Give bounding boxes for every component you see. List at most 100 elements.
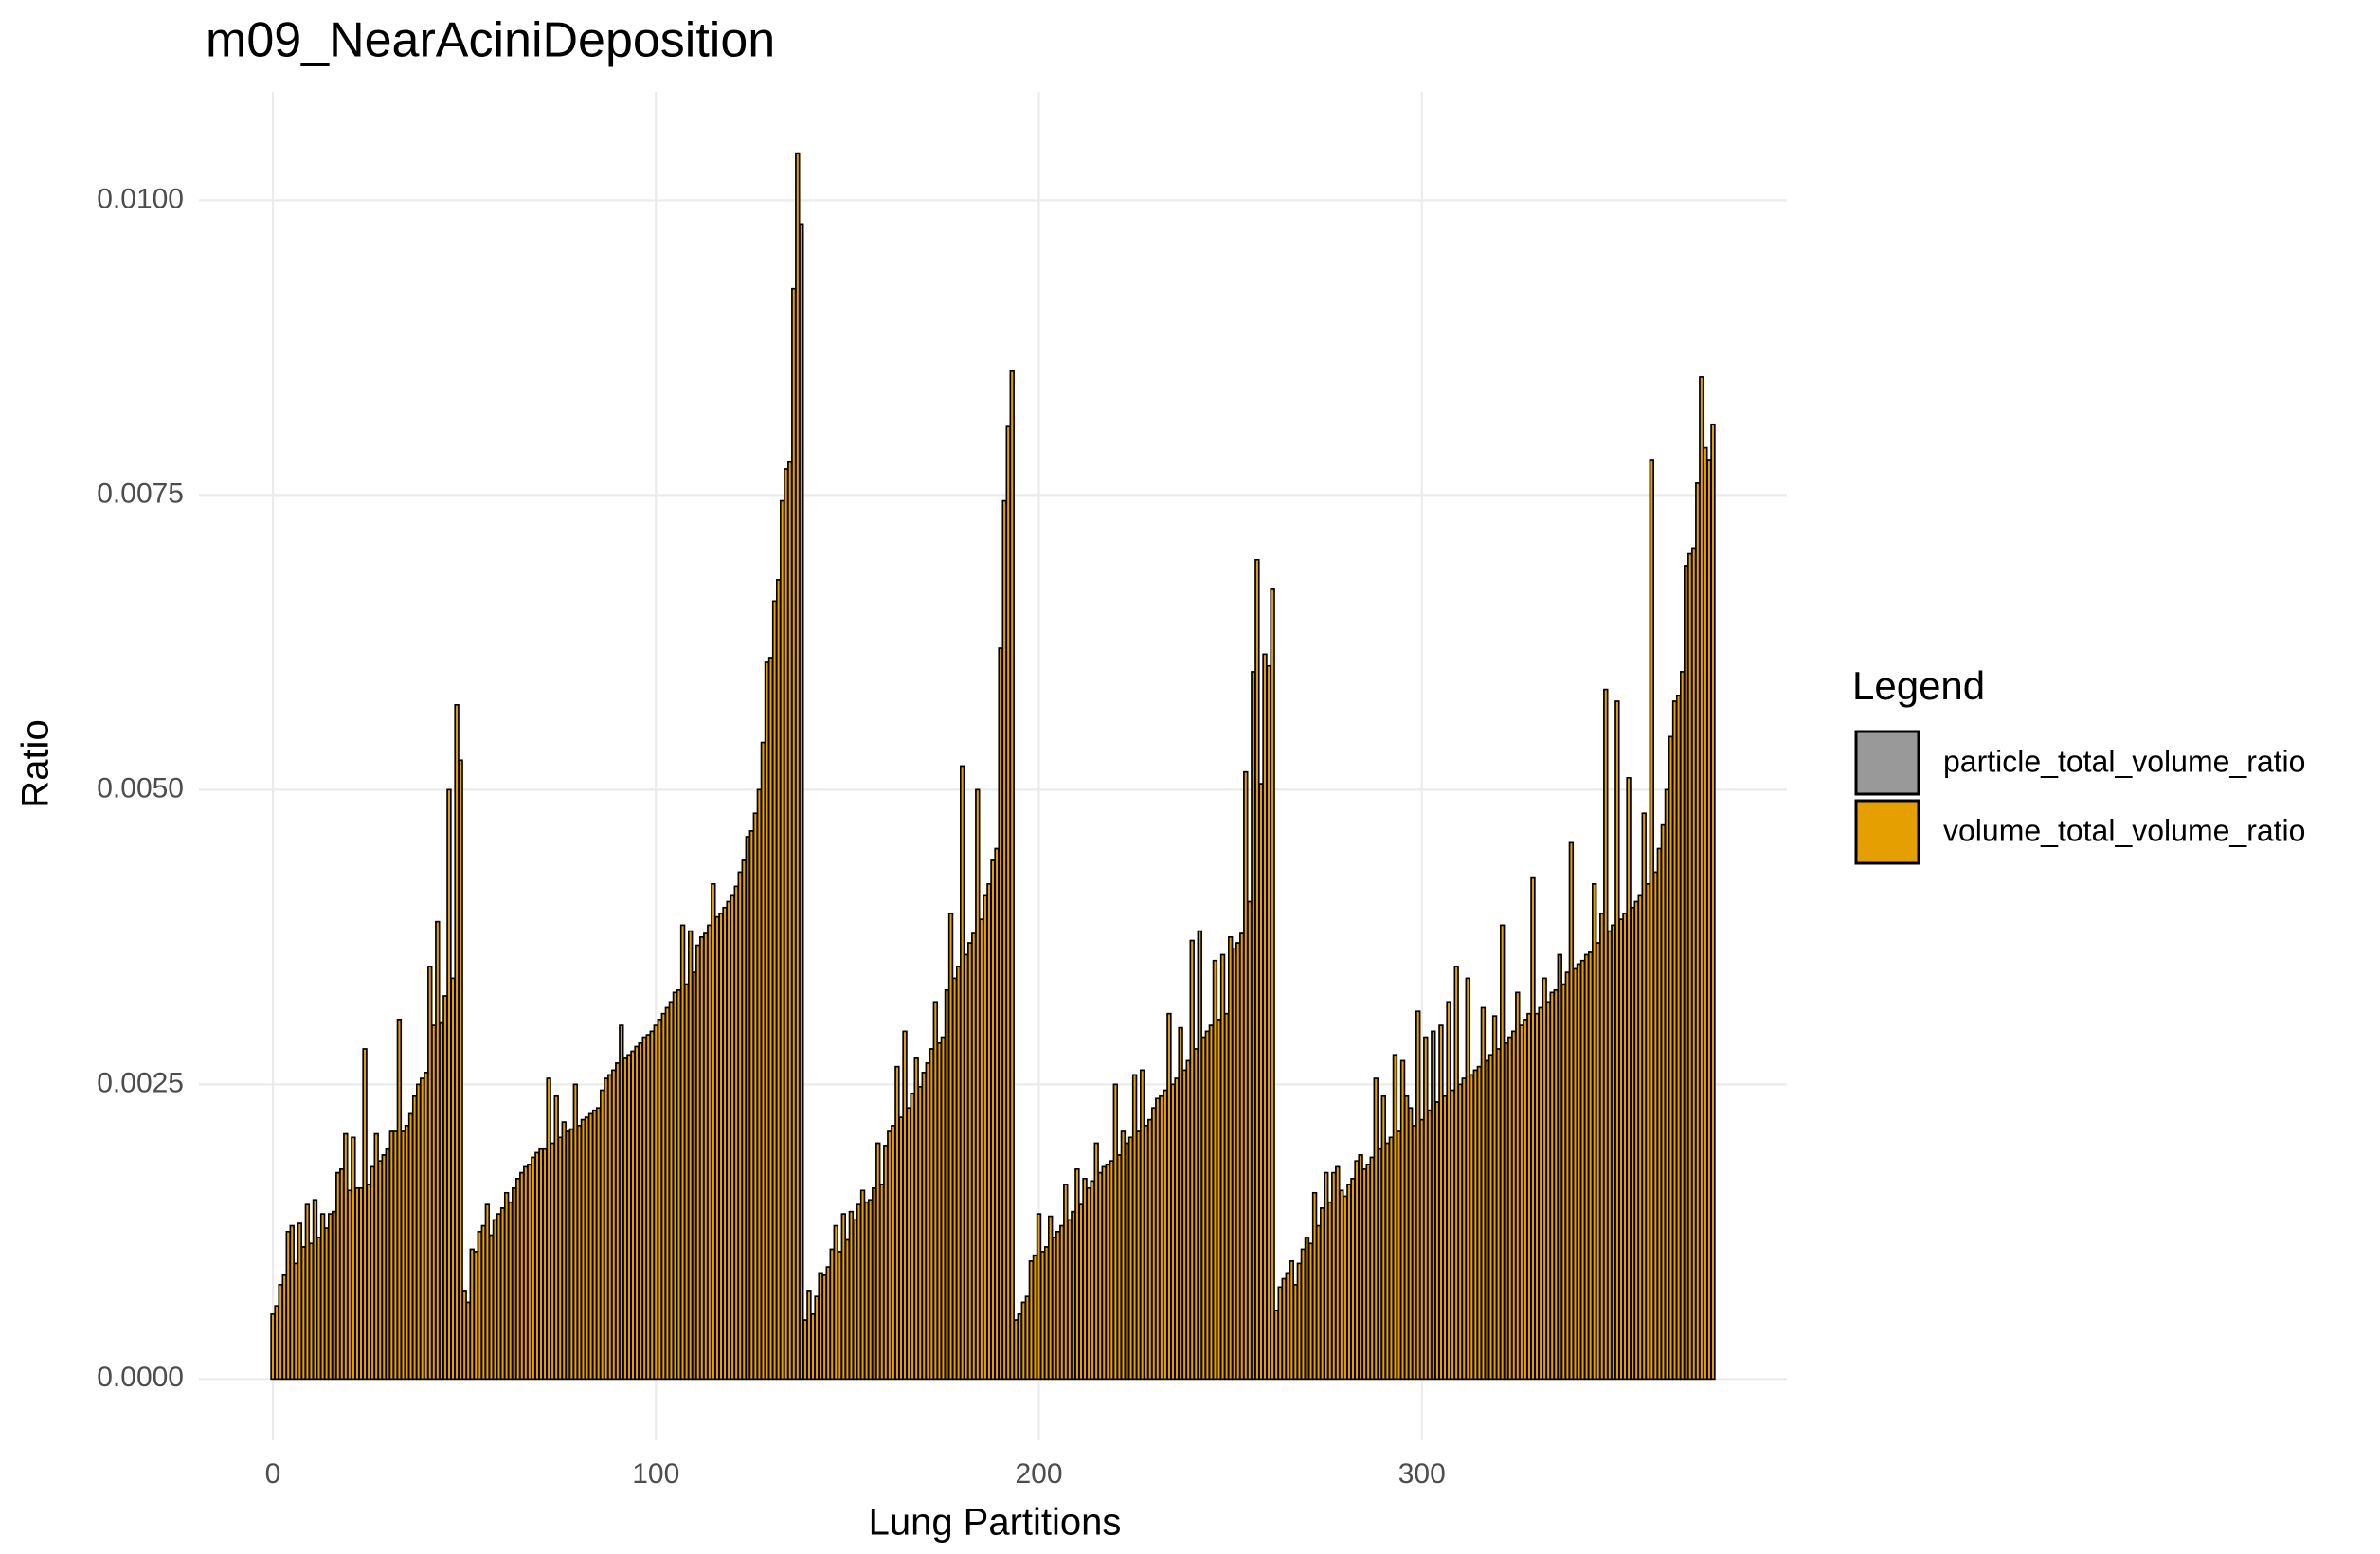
bar [1219, 953, 1226, 1381]
bar [1703, 446, 1708, 1381]
bar [1101, 1166, 1107, 1381]
bar [1097, 1171, 1103, 1381]
bar [1423, 1036, 1429, 1381]
bar [515, 1178, 521, 1381]
bar [1588, 951, 1594, 1381]
bar [1228, 936, 1234, 1381]
bar [550, 1142, 555, 1381]
bar [1350, 1178, 1356, 1381]
bar [1339, 1189, 1344, 1381]
bar [1365, 1164, 1371, 1381]
bar [955, 966, 962, 1381]
bar [925, 1062, 930, 1381]
bar [1599, 913, 1605, 1381]
bar [332, 1210, 337, 1381]
bar [760, 741, 766, 1381]
bar [1270, 588, 1275, 1381]
bar [1461, 1077, 1467, 1381]
bar [683, 983, 690, 1381]
bar [1247, 900, 1253, 1381]
bar [795, 152, 801, 1381]
bar [1523, 1019, 1528, 1381]
bar [776, 579, 782, 1381]
bar [695, 944, 701, 1381]
bar [385, 1147, 390, 1381]
bar [1687, 552, 1693, 1381]
x-tick-label: 200 [1015, 1458, 1062, 1490]
bar [1645, 883, 1650, 1381]
bar [604, 1077, 609, 1381]
bar [1534, 1012, 1540, 1381]
bar [293, 1262, 298, 1381]
bar [737, 871, 743, 1381]
bar [711, 883, 716, 1381]
bar [615, 1062, 621, 1381]
y-axis-title: Ratio [15, 719, 57, 807]
bar [964, 953, 969, 1381]
bar [940, 1036, 947, 1381]
bar [1427, 1109, 1433, 1381]
bar [1039, 1251, 1046, 1381]
bar [1170, 1083, 1176, 1381]
bar [1063, 1184, 1069, 1381]
bar [1151, 1107, 1157, 1381]
bar [1431, 1030, 1436, 1381]
bar [1074, 1168, 1080, 1381]
bar [672, 991, 678, 1381]
bar [1254, 559, 1260, 1381]
bar [1343, 1195, 1348, 1381]
bar [1262, 653, 1268, 1381]
bar [799, 223, 804, 1381]
bar [1105, 1164, 1110, 1381]
bar [1500, 924, 1506, 1381]
bar [1071, 1210, 1076, 1381]
bar [1020, 1301, 1026, 1381]
bar [316, 1237, 322, 1381]
bar [308, 1242, 315, 1381]
bar [649, 1030, 655, 1381]
bar [1603, 688, 1609, 1381]
bar [1465, 977, 1470, 1381]
bar [1614, 700, 1620, 1381]
bar [503, 1191, 510, 1381]
bar [1285, 1272, 1290, 1381]
bar [1560, 983, 1566, 1381]
legend-label: volume_total_volume_ratio [1943, 813, 2305, 847]
bar [1519, 1024, 1524, 1381]
bar [1112, 1083, 1118, 1381]
bar [424, 1072, 429, 1381]
bar [527, 1164, 532, 1381]
bar [1457, 1083, 1463, 1381]
bar [1067, 1219, 1073, 1381]
bar [576, 1125, 583, 1381]
bar [821, 1274, 827, 1381]
bar [1377, 1147, 1382, 1381]
bar [1001, 499, 1007, 1381]
bar [1491, 1015, 1498, 1381]
bar [1036, 1213, 1042, 1381]
bar [752, 812, 758, 1381]
bar [1549, 991, 1555, 1381]
bar [802, 1319, 808, 1381]
bar [1592, 883, 1597, 1381]
bar [767, 657, 774, 1381]
bar [1630, 906, 1635, 1381]
bar [730, 894, 735, 1381]
bar [300, 1246, 306, 1381]
bar [764, 661, 770, 1381]
bar [278, 1284, 283, 1381]
bar [1472, 1069, 1478, 1381]
bar [347, 1189, 352, 1381]
bar [771, 600, 778, 1381]
bar [726, 900, 731, 1381]
x-axis-title: Lung Partitions [869, 1502, 1122, 1544]
bar [722, 906, 728, 1381]
x-tick-label: 100 [632, 1458, 679, 1490]
bar [373, 1132, 379, 1381]
bar [986, 883, 992, 1381]
bar [450, 977, 456, 1381]
bar [1680, 671, 1686, 1381]
bar [1048, 1215, 1054, 1381]
bar [983, 894, 988, 1381]
bar [668, 1001, 675, 1381]
